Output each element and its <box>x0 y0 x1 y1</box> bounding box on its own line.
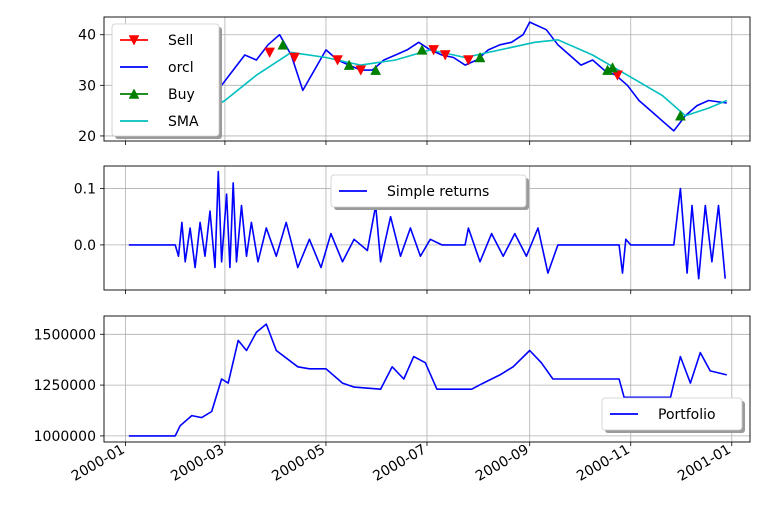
x-tick-label: 2000-07 <box>370 442 429 485</box>
buy-marker <box>675 110 686 121</box>
y-tick-label: 1500000 <box>34 327 96 343</box>
legend: Simple returns <box>330 174 529 210</box>
legend-sell-marker <box>128 35 140 46</box>
legend-label: Simple returns <box>387 184 489 200</box>
y-tick-label: 40 <box>78 28 96 44</box>
sell-marker <box>612 70 623 81</box>
y-tick-label: 0.0 <box>74 238 96 254</box>
legend-label: Sell <box>168 33 193 49</box>
sma-line <box>198 39 728 117</box>
sell-marker <box>264 47 276 58</box>
sell-marker <box>332 55 343 66</box>
sell-marker <box>462 55 474 66</box>
orcl-line <box>128 21 727 132</box>
buy-marker <box>370 64 382 75</box>
legend-label: SMA <box>168 114 199 130</box>
sell-marker <box>439 50 451 61</box>
x-tick-label: 2000-01 <box>69 442 128 485</box>
buy-marker <box>474 51 486 63</box>
buy-marker <box>416 44 428 55</box>
y-tick-label: 20 <box>78 129 96 145</box>
x-tick-label: 2000-11 <box>574 442 633 485</box>
buy-marker <box>277 39 289 50</box>
buy-marker <box>607 62 618 73</box>
y-tick-label: 30 <box>78 78 96 94</box>
x-axis-ticks: 2000-01 2000-03 2000-05 2000-07 2000-09 2000-… <box>69 442 734 485</box>
x-tick-label: 2000-05 <box>269 442 328 485</box>
sell-marker <box>355 65 367 76</box>
legend: Portfolio <box>601 397 745 433</box>
axes-frame <box>103 16 751 142</box>
buy-marker <box>343 59 355 70</box>
legend-label: Portfolio <box>658 407 716 423</box>
y-tick-label: 1000000 <box>34 429 96 445</box>
returns-chart-panel: 0.0 0.1 Simple returns <box>74 165 751 294</box>
legend-box <box>601 397 743 431</box>
price-chart-panel: 20 30 40 Sell orcl Buy SMA <box>78 16 751 145</box>
legend-box <box>111 23 220 137</box>
portfolio-line <box>128 323 727 437</box>
legend: Sell orcl Buy SMA <box>111 23 222 139</box>
legend-label: orcl <box>168 60 194 76</box>
sell-marker <box>428 45 440 56</box>
y-tick-label: 0.1 <box>74 182 96 198</box>
x-tick-label: 2001-01 <box>675 442 734 485</box>
portfolio-chart-panel: 1000000 1250000 1500000 Portfolio <box>34 315 751 446</box>
sell-marker <box>289 52 300 64</box>
legend-box <box>330 174 527 208</box>
legend-label: Buy <box>168 87 195 103</box>
x-tick-label: 2000-09 <box>473 442 532 485</box>
legend-buy-marker <box>128 88 140 99</box>
y-tick-label: 1250000 <box>34 378 96 394</box>
x-tick-label: 2000-03 <box>168 442 227 485</box>
axes-frame <box>103 315 751 443</box>
axes-frame <box>103 165 751 291</box>
